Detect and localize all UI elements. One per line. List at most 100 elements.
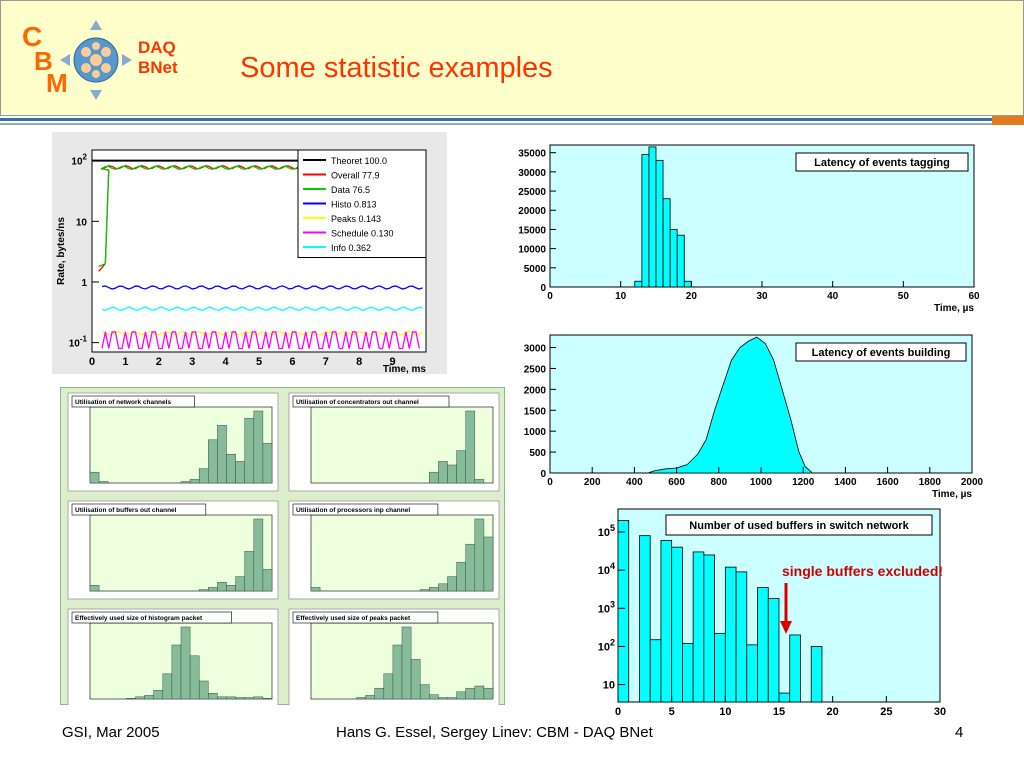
panel-bar xyxy=(198,589,209,592)
building-y-tick-label: 500 xyxy=(529,448,546,459)
panel-title: Utilisation of buffers out channel xyxy=(75,507,177,514)
buffers-bar xyxy=(649,639,662,703)
tagging-x-tick-label: 20 xyxy=(686,291,698,302)
tagging-x-tick-label: 40 xyxy=(827,291,839,302)
tagging-x-tick-label: 60 xyxy=(968,291,980,302)
tagging-bar xyxy=(683,280,692,288)
panel-bar xyxy=(429,471,439,484)
panel-bar xyxy=(383,673,394,700)
panel-bar xyxy=(244,551,255,592)
panel-bar xyxy=(419,684,430,700)
building-y-tick-label: 0 xyxy=(540,469,546,480)
panel-title: Effectively used size of histogram packe… xyxy=(75,615,203,622)
tagging-bar xyxy=(655,159,664,288)
panel-bar xyxy=(162,673,173,700)
building-x-tick-label: 1600 xyxy=(876,477,899,488)
buffers-x-tick-label: 30 xyxy=(934,706,946,718)
building-y-tick-label: 3000 xyxy=(524,344,547,355)
panel-bar xyxy=(171,644,182,700)
panel-bar xyxy=(198,680,209,700)
panel-bar xyxy=(465,687,476,700)
buffers-y-tick-label: 10 xyxy=(603,680,615,692)
tagging-x-axis-label: Time, µs xyxy=(934,303,974,314)
buffers-bar xyxy=(639,535,651,703)
buffers-bar xyxy=(692,551,705,703)
rate-x-tick-label: 2 xyxy=(156,356,162,368)
panel-bar xyxy=(235,461,245,484)
buffers-bar xyxy=(746,644,758,703)
buffers-title: Number of used buffers in switch network xyxy=(689,520,909,532)
buffers-x-tick-label: 20 xyxy=(827,706,839,718)
rate-series-line xyxy=(101,331,420,350)
buffers-bar xyxy=(724,566,737,703)
building-y-tick-label: 2000 xyxy=(524,385,547,396)
building-x-axis-label: Time, µs xyxy=(932,489,972,500)
panel-bar xyxy=(465,543,476,592)
tagging-y-tick-label: 35000 xyxy=(518,149,546,160)
buffers-bar xyxy=(617,520,630,703)
buffers-bar xyxy=(682,643,694,703)
panel-title: Utilisation of processors inp channel xyxy=(296,507,410,514)
tagging-bar xyxy=(641,154,650,288)
panel-bar xyxy=(483,687,494,700)
tagging-y-tick-label: 30000 xyxy=(518,168,546,179)
panel-bar xyxy=(244,417,255,484)
rate-legend-label: Histo 0.813 xyxy=(331,200,377,210)
panel-title-box xyxy=(292,611,439,624)
buffers-y-tick-label: 102 xyxy=(598,637,615,653)
annotation-note: single buffers excluded! xyxy=(782,563,944,579)
latency-tagging-chart: 0 5000 10000 15000 20000 25000 30000 35000 0 10 20… xyxy=(518,144,980,314)
building-x-tick-label: 0 xyxy=(547,477,553,488)
building-area xyxy=(648,336,813,474)
building-x-tick-label: 1800 xyxy=(919,477,942,488)
rate-x-tick-label: 9 xyxy=(390,356,396,368)
tagging-x-tick-label: 0 xyxy=(547,291,553,302)
logo-letter-b: B xyxy=(34,46,53,76)
building-y-tick-label: 1000 xyxy=(524,427,547,438)
tagging-bar xyxy=(648,146,657,288)
tagging-y-tick-label: 10000 xyxy=(518,245,546,256)
panel-bar xyxy=(208,587,218,592)
panel-title: Utilisation of network channels xyxy=(75,399,171,406)
panel-title-box xyxy=(71,503,207,516)
panel-bar xyxy=(226,584,236,592)
panel-bar xyxy=(235,697,245,700)
panel-bar xyxy=(474,479,485,484)
panel-bar xyxy=(356,697,366,700)
rate-y-tick-label: 10 xyxy=(76,217,88,228)
panel-bar xyxy=(189,479,200,484)
building-x-tick-label: 1200 xyxy=(792,477,815,488)
panel-bar xyxy=(465,410,476,484)
panel-bar xyxy=(456,691,466,700)
tagging-x-tick-label: 10 xyxy=(615,291,627,302)
building-x-tick-label: 800 xyxy=(710,477,727,488)
panel-bar xyxy=(310,587,321,592)
rate-x-axis-label: Time, ms xyxy=(383,364,427,374)
panel-bar xyxy=(226,696,236,700)
panel-bar xyxy=(438,697,448,700)
tagging-y-tick-label: 5000 xyxy=(524,264,547,275)
panel-bar xyxy=(98,481,109,484)
tagging-bar xyxy=(669,229,678,288)
panel-bar xyxy=(153,690,164,700)
rate-legend-label: Schedule 0.130 xyxy=(331,229,394,239)
buffers-x-tick-label: 15 xyxy=(773,706,785,718)
panel-bar xyxy=(244,697,255,700)
rate-x-tick-label: 0 xyxy=(89,356,95,368)
panel-bar xyxy=(217,696,227,700)
panel-bar xyxy=(135,696,145,700)
panel-bar xyxy=(262,698,273,700)
tagging-y-tick-label: 25000 xyxy=(518,187,546,198)
arrow-down-icon xyxy=(780,583,792,634)
buffers-bar xyxy=(789,634,801,703)
panel-bar xyxy=(180,626,191,700)
building-x-tick-label: 600 xyxy=(668,477,685,488)
buffers-title-box xyxy=(665,514,933,536)
tagging-y-tick-label: 0 xyxy=(540,283,546,294)
panel-bar xyxy=(144,695,154,700)
rate-x-tick-label: 8 xyxy=(356,356,362,368)
rate-x-tick-label: 4 xyxy=(223,356,230,368)
cbm-logo-icon: C B M xyxy=(22,20,132,100)
buffers-x-tick-label: 25 xyxy=(880,706,892,718)
